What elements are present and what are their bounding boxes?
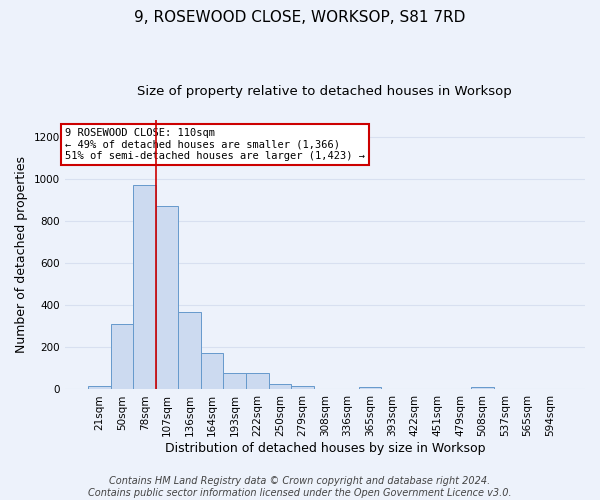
Bar <box>269 384 291 390</box>
X-axis label: Distribution of detached houses by size in Worksop: Distribution of detached houses by size … <box>164 442 485 455</box>
Text: 9, ROSEWOOD CLOSE, WORKSOP, S81 7RD: 9, ROSEWOOD CLOSE, WORKSOP, S81 7RD <box>134 10 466 25</box>
Bar <box>471 387 494 390</box>
Text: 9 ROSEWOOD CLOSE: 110sqm
← 49% of detached houses are smaller (1,366)
51% of sem: 9 ROSEWOOD CLOSE: 110sqm ← 49% of detach… <box>65 128 365 162</box>
Bar <box>246 372 269 390</box>
Text: Contains HM Land Registry data © Crown copyright and database right 2024.
Contai: Contains HM Land Registry data © Crown c… <box>88 476 512 498</box>
Bar <box>359 387 381 390</box>
Bar <box>111 324 133 390</box>
Y-axis label: Number of detached properties: Number of detached properties <box>15 156 28 353</box>
Bar <box>223 372 246 390</box>
Bar <box>178 312 201 390</box>
Title: Size of property relative to detached houses in Worksop: Size of property relative to detached ho… <box>137 85 512 98</box>
Bar <box>156 206 178 390</box>
Bar <box>133 186 156 390</box>
Bar <box>88 386 111 390</box>
Bar <box>291 386 314 390</box>
Bar <box>201 352 223 390</box>
